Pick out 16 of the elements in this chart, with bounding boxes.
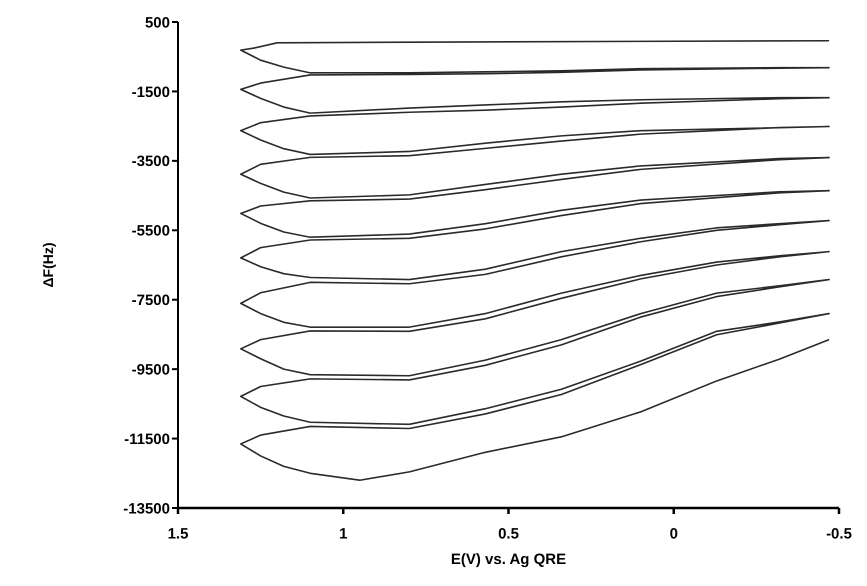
y-tick-label: -3500 [132, 153, 170, 170]
x-axis-title: E(V) vs. Ag QRE [450, 551, 566, 568]
line-series [240, 40, 830, 482]
x-tick-label: 1 [339, 526, 348, 543]
y-tick-label: -5500 [132, 222, 170, 240]
y-axis-title: ΔF(Hz) [40, 242, 56, 288]
x-tick-label: -0.5 [826, 526, 852, 543]
y-tick-label: -13500 [123, 500, 170, 518]
y-tick-label: -9500 [132, 361, 170, 378]
y-tick-label: 500 [144, 14, 170, 32]
y-tick-label: -11500 [124, 430, 170, 448]
x-tick-label: 0.5 [498, 526, 519, 543]
y-tick-label: -7500 [132, 292, 170, 310]
x-tick-label: 0 [670, 526, 678, 543]
y-tick-label: -1500 [132, 84, 170, 101]
x-tick-label: 1.5 [168, 526, 188, 543]
